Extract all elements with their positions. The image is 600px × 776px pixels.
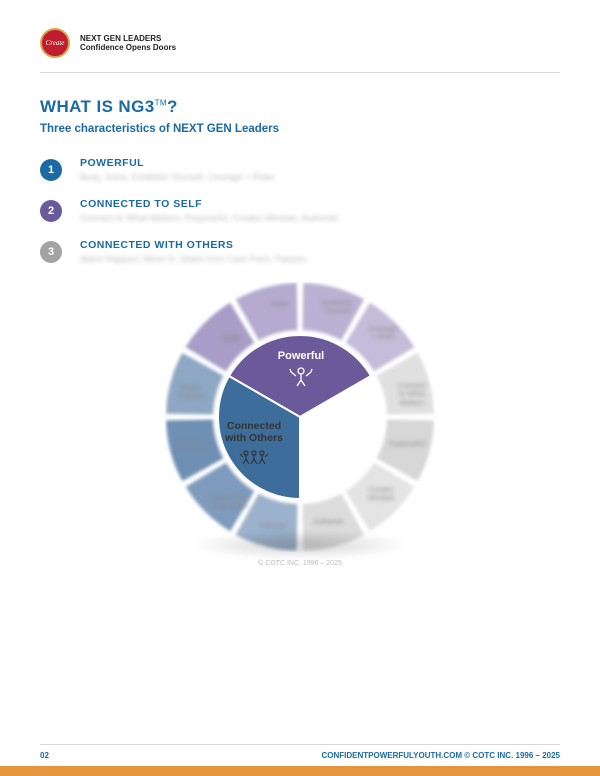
item-heading: CONNECTED WITH OTHERS — [80, 239, 307, 251]
page-subtitle: Three characteristics of NEXT GEN Leader… — [40, 123, 560, 135]
item-body: CONNECTED WITH OTHERS Warm Rapport, Move… — [80, 239, 307, 264]
item-body: CONNECTED TO SELF Connect to What Matter… — [80, 198, 339, 223]
item-blurred-text: Warm Rapport, Move In, Share from Care P… — [80, 254, 307, 264]
wheel-shadow — [190, 530, 410, 560]
outer-label: Purposeful — [389, 440, 425, 448]
inner-label-text: Powerful — [271, 350, 331, 363]
outer-label: Establish Yourself — [317, 299, 357, 316]
header-text: NEXT GEN LEADERS Confidence Opens Doors — [80, 34, 176, 52]
item-blurred-text: Connect to What Matters, Purposeful, Cre… — [80, 213, 339, 223]
page-footer: 02 CONFIDENTPOWERFULYOUTH.COM © COTC INC… — [0, 744, 600, 776]
outer-label: Courage + Risks — [365, 325, 401, 342]
item-body: POWERFUL Body, Voice, Establish Yourself… — [80, 157, 275, 182]
logo-text: Create — [46, 39, 65, 47]
inner-label-self: Connected to Self — [315, 420, 385, 476]
page: Create NEXT GEN LEADERS Confidence Opens… — [0, 0, 600, 776]
inner-label-text: Connected with Others — [217, 420, 291, 444]
page-number: 02 — [40, 751, 49, 760]
title-suffix: ? — [167, 97, 178, 116]
list-item: 2 CONNECTED TO SELF Connect to What Matt… — [40, 198, 560, 223]
item-number-badge: 1 — [40, 159, 62, 181]
brand-logo: Create — [40, 28, 70, 58]
footer-edge-bar — [0, 766, 600, 776]
outer-label: Authentic — [313, 518, 344, 526]
page-title: WHAT IS NG3TM? — [40, 97, 560, 117]
outer-label: Warm Rapport — [173, 384, 209, 401]
inner-label-others: Connected with Others — [217, 420, 291, 470]
power-icon — [288, 366, 314, 388]
item-number-badge: 2 — [40, 200, 62, 222]
wheel-container: Powerful Connected to Self Connected wit… — [155, 282, 445, 567]
characteristics-list: 1 POWERFUL Body, Voice, Establish Yourse… — [40, 157, 560, 264]
item-heading: POWERFUL — [80, 157, 275, 169]
wheel-copyright: © COTC INC. 1996 – 2025 — [155, 560, 445, 567]
list-item: 3 CONNECTED WITH OTHERS Warm Rapport, Mo… — [40, 239, 560, 264]
item-heading: CONNECTED TO SELF — [80, 198, 339, 210]
self-icon — [338, 448, 362, 472]
header-divider — [40, 72, 560, 73]
outer-label: Body — [223, 334, 240, 342]
page-header: Create NEXT GEN LEADERS Confidence Opens… — [40, 28, 560, 58]
others-icon — [238, 447, 270, 467]
brand-tagline: Confidence Opens Doors — [80, 43, 176, 52]
inner-label-powerful: Powerful — [271, 350, 331, 391]
title-main: WHAT IS NG3 — [40, 97, 155, 116]
brand-name: NEXT GEN LEADERS — [80, 34, 176, 43]
outer-label: Voice — [270, 300, 288, 308]
wheel-diagram: Powerful Connected to Self Connected wit… — [165, 282, 435, 552]
footer-line: 02 CONFIDENTPOWERFULYOUTH.COM © COTC INC… — [0, 751, 600, 766]
wheel-svg — [165, 282, 435, 552]
item-number-badge: 3 — [40, 241, 62, 263]
inner-label-text: Connected to Self — [315, 420, 385, 445]
item-blurred-text: Body, Voice, Establish Yourself, Courage… — [80, 172, 275, 182]
title-tm: TM — [155, 98, 167, 107]
outer-label: Connect to What Matters — [393, 382, 431, 407]
outer-label: Passion — [260, 522, 287, 530]
outer-label: Move In — [177, 442, 204, 450]
outer-label: Share from Care Point — [207, 494, 253, 511]
footer-divider — [40, 744, 560, 745]
footer-copyright: CONFIDENTPOWERFULYOUTH.COM © COTC INC. 1… — [321, 751, 560, 760]
outer-label: Creator Mindset — [363, 486, 399, 503]
list-item: 1 POWERFUL Body, Voice, Establish Yourse… — [40, 157, 560, 182]
